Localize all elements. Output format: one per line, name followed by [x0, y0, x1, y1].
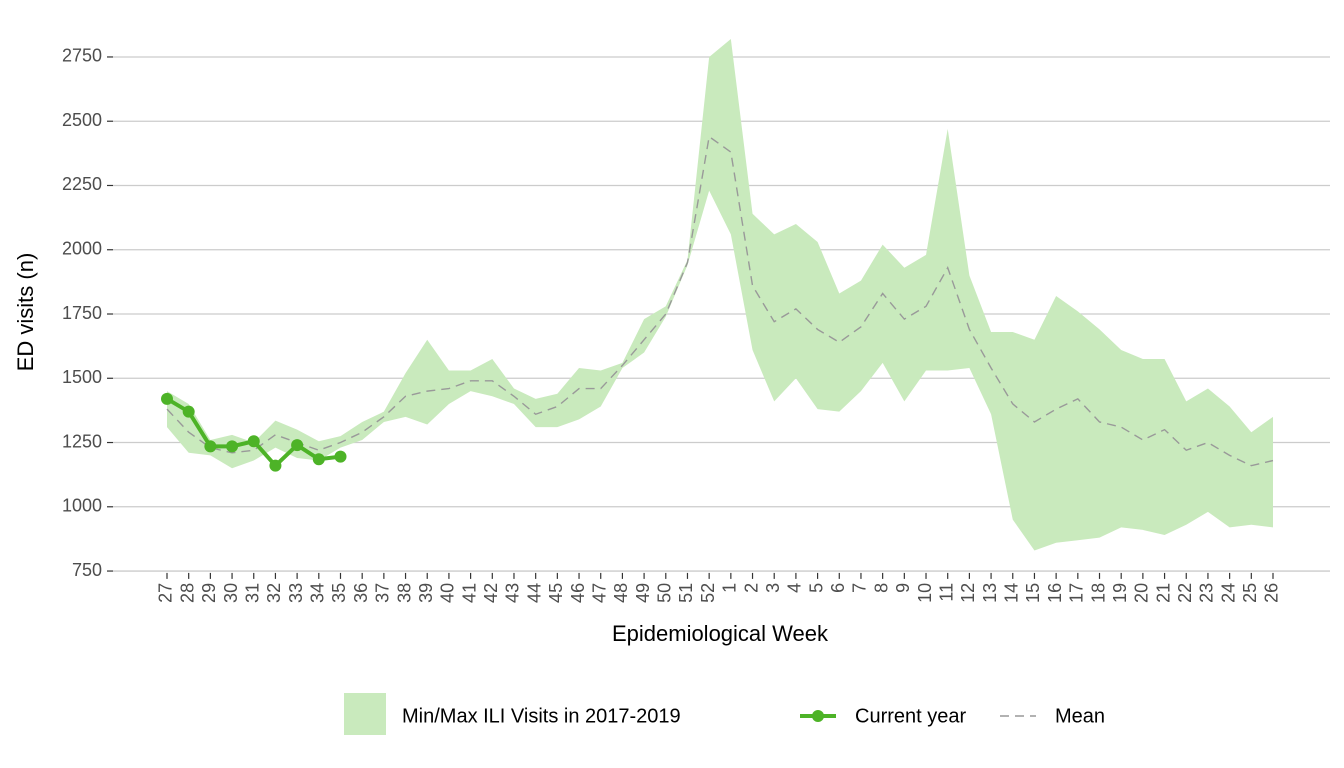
x-tick-label: 1: [720, 583, 740, 593]
x-tick-label: 22: [1175, 583, 1195, 603]
x-tick-label: 48: [611, 583, 631, 603]
x-tick-label: 23: [1197, 583, 1217, 603]
x-tick-label: 41: [459, 583, 479, 603]
legend-label: Min/Max ILI Visits in 2017-2019: [402, 705, 681, 727]
x-tick-label: 13: [980, 583, 1000, 603]
x-tick-label: 37: [373, 583, 393, 603]
x-tick-label: 8: [871, 583, 891, 593]
series-point: [161, 392, 173, 405]
y-tick-label: 2250: [62, 174, 102, 194]
x-tick-label: 35: [329, 583, 349, 603]
mean-line: [166, 135, 1274, 467]
x-axis-label: Epidemiological Week: [612, 621, 829, 646]
y-tick-label: 750: [72, 560, 102, 580]
x-tick-label: 29: [199, 583, 219, 603]
legend-label: Mean: [1055, 705, 1105, 727]
y-axis-label: ED visits (n): [13, 253, 38, 372]
x-tick-label: 12: [958, 583, 978, 603]
legend-swatch: [344, 693, 386, 735]
x-tick-label: 5: [806, 583, 826, 593]
x-tick-label: 50: [655, 583, 675, 603]
x-tick-label: 15: [1023, 583, 1043, 603]
x-tick-label: 49: [633, 583, 653, 603]
x-tick-label: 6: [828, 583, 848, 593]
y-tick-label: 2000: [62, 238, 102, 258]
y-tick-label: 1750: [62, 303, 102, 323]
y-tick-label: 2750: [62, 46, 102, 66]
x-tick-label: 34: [308, 583, 328, 603]
x-tick-label: 14: [1002, 583, 1022, 603]
x-tick-label: 52: [698, 583, 718, 603]
x-tick-label: 18: [1088, 583, 1108, 603]
x-tick-label: 27: [156, 583, 176, 603]
series-point: [269, 459, 282, 472]
x-tick-label: 47: [589, 583, 609, 603]
y-tick-label: 1500: [62, 367, 102, 387]
y-tick-label: 2500: [62, 110, 102, 130]
x-tick-label: 7: [850, 583, 870, 593]
x-tick-label: 30: [221, 583, 241, 603]
series-point: [204, 440, 217, 453]
x-tick-label: 9: [893, 583, 913, 593]
x-tick-label: 4: [785, 583, 805, 593]
x-tick-label: 39: [416, 583, 436, 603]
x-tick-label: 51: [676, 583, 696, 603]
x-tick-label: 31: [242, 583, 262, 603]
x-tick-label: 11: [936, 583, 956, 602]
series-point: [312, 453, 325, 466]
x-tick-label: 25: [1240, 583, 1260, 603]
min-max-band: [167, 38, 1273, 551]
x-tick-label: 17: [1067, 583, 1087, 603]
x-tick-label: 2: [741, 583, 761, 593]
y-tick-label: 1000: [62, 496, 102, 516]
x-tick-label: 46: [568, 583, 588, 603]
x-tick-label: 44: [524, 583, 544, 603]
x-tick-label: 19: [1110, 583, 1130, 603]
x-tick-label: 26: [1262, 583, 1282, 603]
x-tick-label: 20: [1132, 583, 1152, 603]
x-tick-label: 42: [481, 583, 501, 603]
x-tick-label: 45: [546, 583, 566, 603]
series-point: [182, 405, 195, 418]
legend-label: Current year: [855, 705, 966, 727]
x-tick-label: 10: [915, 583, 935, 603]
x-tick-label: 40: [438, 583, 458, 603]
series-point: [247, 435, 260, 448]
x-tick-label: 32: [264, 583, 284, 603]
x-tick-label: 21: [1153, 583, 1173, 603]
x-tick-label: 16: [1045, 583, 1065, 603]
x-tick-label: 38: [394, 583, 414, 603]
series-point: [226, 440, 239, 453]
x-tick-label: 28: [177, 583, 197, 603]
legend-point: [812, 710, 824, 722]
series-point: [334, 450, 347, 463]
x-tick-label: 36: [351, 583, 371, 603]
y-tick-label: 1250: [62, 431, 102, 451]
series-point: [291, 439, 304, 452]
x-tick-label: 3: [763, 583, 783, 593]
x-tick-label: 33: [286, 583, 306, 603]
x-tick-label: 43: [503, 583, 523, 603]
x-tick-label: 24: [1218, 583, 1238, 603]
